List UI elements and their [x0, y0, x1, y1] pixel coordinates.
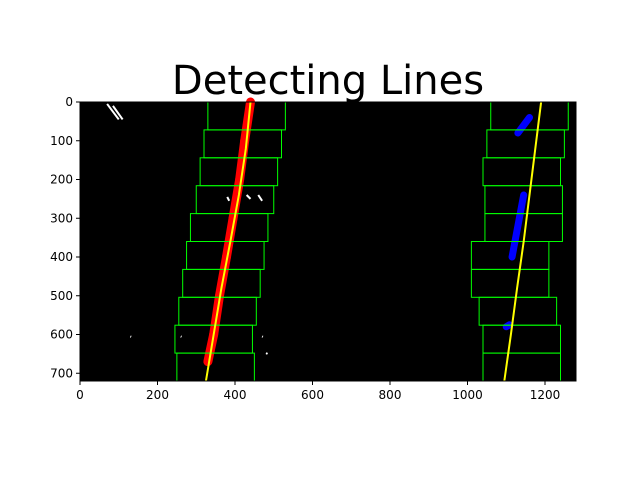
noise-mark: [257, 194, 263, 202]
y-tick-label: 300: [50, 211, 73, 225]
noise-mark: [245, 194, 252, 200]
noise-mark: [226, 196, 231, 202]
y-tick-label: 0: [65, 95, 73, 109]
left-fit-line: [204, 101, 252, 382]
y-tick-label: 200: [50, 173, 73, 187]
y-tick-label: 600: [50, 328, 73, 342]
left-lane-pixel-segment: [235, 136, 250, 184]
left-lane-pixel-segment: [221, 213, 238, 262]
x-tick-label: 1000: [452, 388, 483, 402]
noise-mark: [106, 103, 120, 121]
x-tick-label: 1200: [530, 388, 561, 402]
search-windows: [174, 101, 569, 382]
x-tick-label: 800: [379, 388, 402, 402]
x-tick-label: 200: [146, 388, 169, 402]
y-tick-label: 700: [50, 366, 73, 380]
noise-mark: [265, 352, 268, 355]
x-tick-label: 600: [301, 388, 324, 402]
y-tick-label: 400: [50, 250, 73, 264]
right-lane-pixel-blob: [514, 114, 533, 137]
y-tick-label: 100: [50, 134, 73, 148]
noise-mark: [112, 105, 124, 121]
axes-frame: [79, 101, 577, 382]
noise-marks: [106, 103, 268, 355]
x-tick-label: 0: [76, 388, 84, 402]
right-fit-line: [503, 101, 543, 382]
right-lane-pixel-blob: [508, 191, 528, 261]
y-tick-label: 500: [50, 289, 73, 303]
chart-title: Detecting Lines: [172, 58, 484, 104]
fit-lines: [204, 101, 543, 382]
plot-area: [79, 97, 577, 382]
y-axis: 0 100 200 300 400 500 600 700: [50, 95, 80, 380]
x-tick-label: 400: [224, 388, 247, 402]
x-axis: 0 200 400 600 800 1000 1200: [76, 381, 560, 402]
